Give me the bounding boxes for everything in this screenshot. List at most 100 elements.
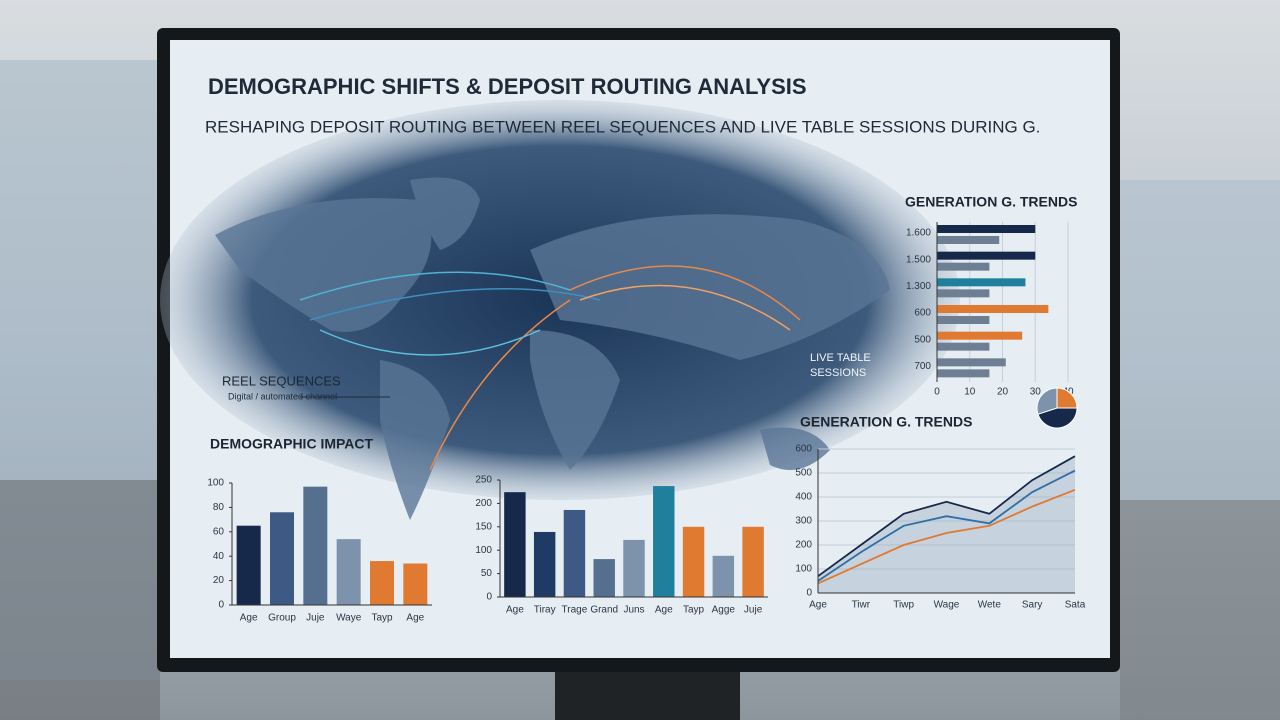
y-tick-label: 600 [914,308,931,319]
x-tick-label: Tiwr [852,600,871,611]
y-tick-label: 250 [475,475,492,486]
y-tick-label: 80 [213,502,225,513]
bar [653,486,675,597]
y-tick-label: 300 [795,516,812,527]
y-tick-label: 20 [213,575,225,586]
y-tick-label: 1.500 [906,254,931,265]
bar [336,539,361,605]
y-tick-label: 600 [795,444,812,455]
y-tick-label: 100 [207,478,224,489]
y-tick-label: 0 [218,600,224,611]
x-tick-label: Age [506,605,524,616]
bar [937,278,1026,287]
x-tick-label: Wage [934,600,960,611]
y-tick-label: 0 [486,592,492,603]
pie-slice [1056,387,1078,409]
page-subtitle: RESHAPING DEPOSIT ROUTING BETWEEN REEL S… [205,117,1040,136]
chart-title: DEMOGRAPHIC IMPACT [210,436,374,452]
line [817,469,1076,582]
y-tick-label: 200 [795,540,812,551]
chart-title: GENERATION G. TRENDS [800,414,972,430]
bar [937,342,990,351]
line [817,455,1076,577]
x-tick-label: 30 [1030,387,1042,398]
bar [937,225,1036,233]
x-tick-label: Juns [623,605,644,616]
y-tick-label: 700 [914,361,931,372]
line [817,488,1076,585]
y-tick-label: 400 [795,492,812,503]
x-tick-label: Age [240,613,258,624]
x-tick-label: Wete [978,600,1002,611]
map-label: REEL SEQUENCES [222,373,341,388]
bar [236,525,261,605]
map-label: LIVE TABLE [810,352,871,364]
bar [593,559,615,597]
bar [937,369,990,378]
x-tick-label: Age [809,600,827,611]
window [1120,180,1280,500]
bar [742,526,764,597]
bar [712,555,735,597]
desk [0,480,160,720]
x-tick-label: Juje [306,613,325,624]
pie-slice [1036,387,1058,415]
y-tick-label: 100 [475,545,492,556]
bar [623,539,645,597]
x-tick-label: Tiray [534,605,556,616]
bar [937,358,1006,367]
x-tick-label: Group [268,613,296,624]
pie-slice [1037,407,1078,429]
x-tick-label: Agge [712,605,736,616]
x-tick-label: Sata [1065,600,1086,611]
bar [504,492,526,597]
bar [403,563,428,605]
bar [937,251,1036,260]
desk [1120,500,1280,720]
y-tick-label: 100 [795,564,812,575]
x-tick-label: Grand [590,605,618,616]
x-tick-label: 20 [997,387,1009,398]
area [818,456,1075,593]
y-tick-label: 150 [475,521,492,532]
x-tick-label: Juje [744,605,763,616]
y-tick-label: 60 [213,526,225,537]
map-label: SESSIONS [810,367,866,379]
bar [937,289,990,298]
bar [370,561,394,605]
y-tick-label: 200 [475,498,492,509]
y-tick-label: 40 [213,551,225,562]
bar [303,486,328,605]
bar [937,262,990,271]
bar [937,331,1023,340]
y-tick-label: 500 [795,468,812,479]
y-tick-label: 0 [806,588,812,599]
x-tick-label: Age [406,613,424,624]
x-tick-label: Sary [1022,600,1043,611]
x-tick-label: 10 [964,387,976,398]
x-tick-label: Trage [562,605,588,616]
x-tick-label: 0 [934,387,940,398]
bar [563,509,586,597]
bar [937,305,1049,313]
x-tick-label: Waye [336,613,362,624]
x-tick-label: Tiwp [893,600,914,611]
y-tick-label: 500 [914,334,931,345]
continents [215,177,890,520]
y-tick-label: 1.600 [906,228,931,239]
page-title: DEMOGRAPHIC SHIFTS & DEPOSIT ROUTING ANA… [208,74,807,99]
bar [270,512,294,605]
map-caption: Digital / automated channel [228,391,337,401]
bar [533,531,556,597]
bar [682,526,705,597]
x-tick-label: Age [655,605,673,616]
x-tick-label: Tayp [683,605,705,616]
x-tick-label: Tayp [371,613,393,624]
bar [937,316,990,324]
y-tick-label: 50 [481,568,493,579]
routing-arcs [299,265,801,471]
bar [937,236,1000,244]
y-tick-label: 1.300 [906,281,931,292]
